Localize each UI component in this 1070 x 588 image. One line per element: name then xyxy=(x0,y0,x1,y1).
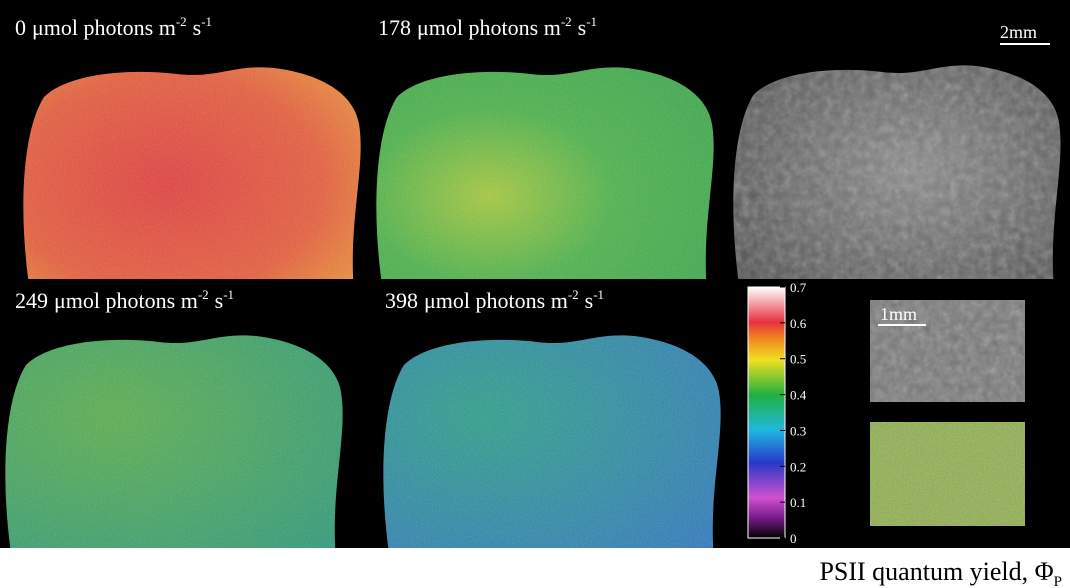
light-value: 0 xyxy=(15,15,26,40)
unit-exponent: -2 xyxy=(198,287,209,302)
unit: s xyxy=(585,288,594,313)
unit: s xyxy=(215,288,224,313)
light-value: 249 xyxy=(15,288,48,313)
unit: s xyxy=(193,15,202,40)
colorbar-tick-label: 0.1 xyxy=(790,495,806,510)
colorbar-tick-label: 0.3 xyxy=(790,423,806,438)
unit-exponent: -1 xyxy=(593,287,604,302)
unit-exponent: -1 xyxy=(201,14,212,29)
colorbar-tick-label: 0 xyxy=(790,531,797,546)
colorbar-tick-label: 0.6 xyxy=(790,316,807,331)
colorbar-tick-label: 0.2 xyxy=(790,459,806,474)
unit: μmol photons m xyxy=(424,288,568,313)
yield-image xyxy=(0,320,370,560)
title-text: PSII quantum yield, Φ xyxy=(819,557,1053,586)
unit-exponent: -2 xyxy=(568,287,579,302)
light-value: 398 xyxy=(385,288,418,313)
yield-image xyxy=(375,320,745,560)
inset-yield xyxy=(870,422,1025,526)
colorbar-tick-label: 0.7 xyxy=(790,280,807,295)
unit-exponent: -1 xyxy=(586,14,597,29)
scale-bar-label: 1mm xyxy=(880,304,917,324)
colorbar xyxy=(748,287,785,538)
unit: μmol photons m xyxy=(417,15,561,40)
page: 2mm 1mm PSII quantum yield, ΦP 0μmol pho… xyxy=(0,0,1070,588)
figure: 2mm 1mm PSII quantum yield, ΦP 0μmol pho… xyxy=(0,0,1070,588)
colorbar-title: PSII quantum yield, ΦP xyxy=(819,557,1062,588)
title-subscript: P xyxy=(1054,574,1062,588)
unit: μmol photons m xyxy=(32,15,176,40)
unit: s xyxy=(578,15,587,40)
unit-exponent: -1 xyxy=(223,287,234,302)
scale-bar-label: 2mm xyxy=(1000,22,1037,42)
colorbar-tick-label: 0.4 xyxy=(790,388,807,403)
unit-exponent: -2 xyxy=(176,14,187,29)
unit: μmol photons m xyxy=(54,288,198,313)
unit-exponent: -2 xyxy=(561,14,572,29)
light-value: 178 xyxy=(378,15,411,40)
colorbar-tick-label: 0.5 xyxy=(790,352,806,367)
